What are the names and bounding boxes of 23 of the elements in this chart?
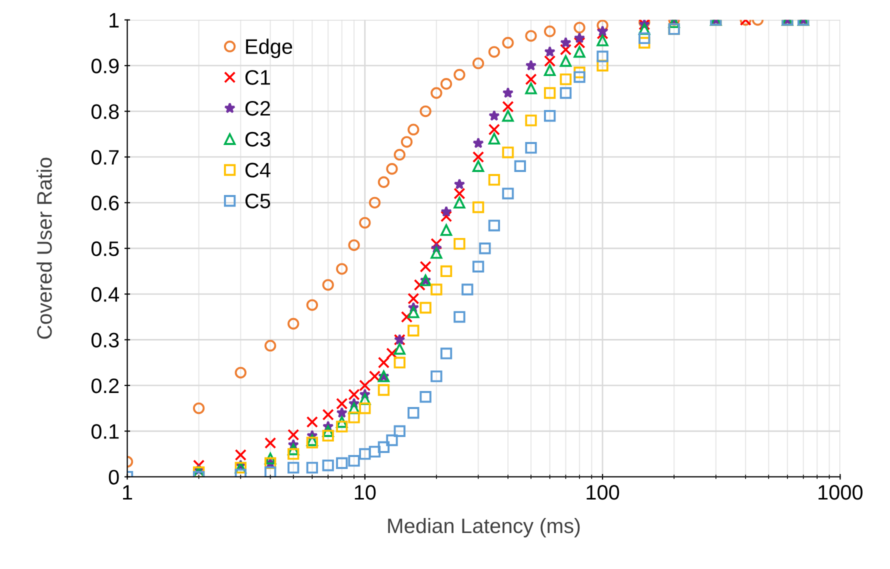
legend-label: C3 — [245, 132, 270, 147]
legend-label: C1 — [245, 70, 270, 85]
y-tick-label: 0.6 — [91, 196, 119, 210]
y-tick-label: 0 — [108, 470, 119, 485]
y-tick-label: 0.8 — [91, 104, 119, 120]
y-tick-label: 0.5 — [91, 241, 119, 256]
x-tick-label: 1000 — [818, 485, 863, 500]
y-tick-label: 0.3 — [91, 332, 119, 348]
x-tick-label: 1 — [123, 485, 132, 500]
x-tick-label: 10 — [354, 485, 376, 500]
y-tick-label: 0.7 — [91, 150, 119, 165]
legend-label: C2 — [245, 100, 270, 116]
legend-label: Edge — [246, 38, 292, 58]
x-tick-label: 100 — [586, 485, 620, 500]
y-axis-title: Covered User Ratio — [36, 158, 52, 339]
y-tick-label: 0.2 — [91, 378, 119, 394]
y-tick-label: 1 — [110, 13, 119, 28]
legend-label: C4 — [245, 162, 270, 178]
y-tick-label: 0.1 — [91, 424, 119, 439]
legend-label: C5 — [245, 194, 270, 208]
y-tick-label: 0.9 — [91, 58, 119, 74]
x-axis-title: Median Latency (ms) — [388, 518, 580, 538]
y-tick-label: 0.4 — [91, 287, 120, 302]
